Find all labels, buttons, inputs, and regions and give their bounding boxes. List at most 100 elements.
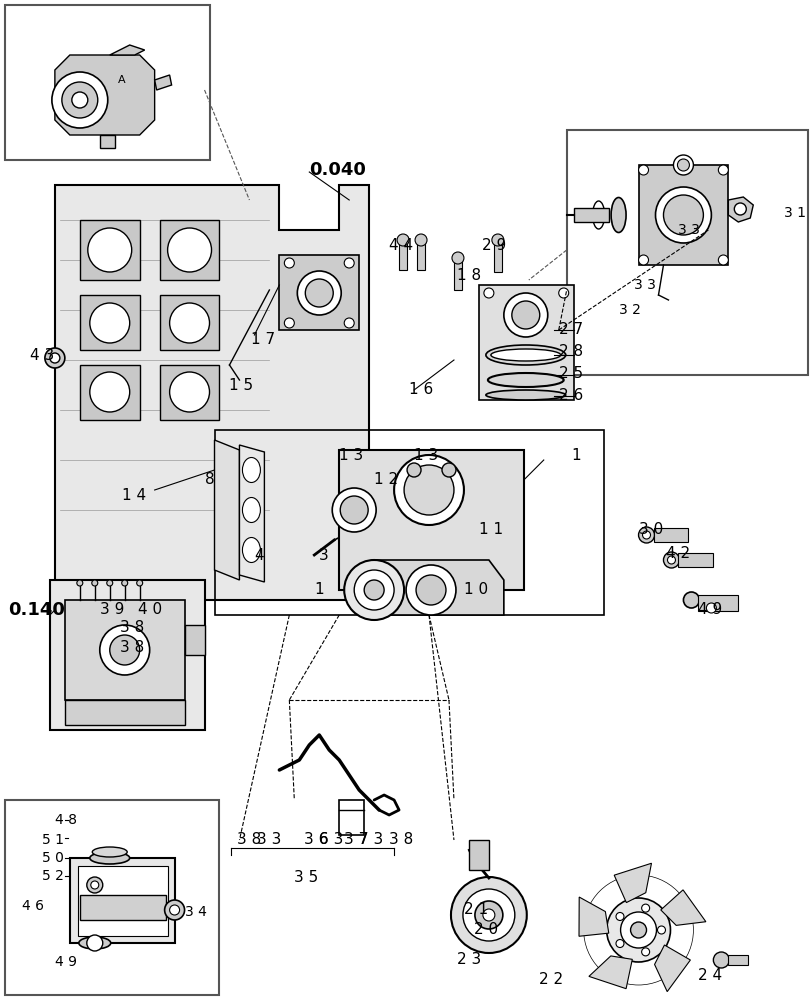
- Circle shape: [406, 565, 456, 615]
- Text: 2 6: 2 6: [558, 388, 582, 403]
- Ellipse shape: [611, 198, 625, 232]
- Circle shape: [641, 904, 649, 912]
- Text: 4 8: 4 8: [55, 813, 77, 827]
- Text: A: A: [118, 75, 126, 85]
- Circle shape: [169, 372, 209, 412]
- Text: 3: 3: [319, 548, 328, 562]
- Bar: [65, 700, 184, 725]
- Text: 2 5: 2 5: [558, 366, 582, 381]
- Circle shape: [340, 496, 367, 524]
- Bar: [653, 528, 688, 542]
- Circle shape: [676, 159, 689, 171]
- Circle shape: [657, 926, 665, 934]
- Bar: [79, 365, 139, 420]
- Text: 3 4: 3 4: [184, 905, 206, 919]
- Circle shape: [167, 228, 211, 272]
- Circle shape: [637, 527, 654, 543]
- Text: 7 3: 7 3: [358, 832, 383, 848]
- Circle shape: [62, 82, 97, 118]
- Text: 4: 4: [254, 548, 264, 562]
- Ellipse shape: [485, 390, 565, 400]
- Text: 2 3: 2 3: [457, 952, 481, 968]
- Circle shape: [397, 234, 409, 246]
- Bar: [566, 130, 807, 375]
- Bar: [339, 800, 363, 835]
- Circle shape: [706, 603, 715, 613]
- Bar: [279, 255, 358, 330]
- Text: 5 2: 5 2: [42, 869, 64, 883]
- Circle shape: [106, 580, 113, 586]
- Circle shape: [100, 625, 149, 675]
- Circle shape: [71, 92, 88, 108]
- Bar: [468, 840, 488, 870]
- Ellipse shape: [242, 497, 260, 522]
- Circle shape: [45, 348, 65, 368]
- Text: 2 9: 2 9: [481, 237, 505, 252]
- Circle shape: [642, 531, 650, 539]
- Bar: [453, 258, 461, 290]
- Bar: [78, 866, 167, 936]
- Polygon shape: [660, 890, 705, 925]
- Text: 5 1: 5 1: [42, 833, 64, 847]
- Circle shape: [667, 556, 675, 564]
- Text: 3 8: 3 8: [119, 641, 144, 656]
- Circle shape: [441, 463, 456, 477]
- Text: 1 2: 1 2: [374, 473, 397, 488]
- Ellipse shape: [242, 458, 260, 483]
- Bar: [214, 430, 603, 615]
- Polygon shape: [654, 945, 689, 992]
- Ellipse shape: [491, 349, 560, 361]
- Text: 1: 1: [314, 582, 324, 597]
- Bar: [79, 895, 165, 920]
- Circle shape: [414, 234, 427, 246]
- Circle shape: [363, 580, 384, 600]
- Text: 5 0: 5 0: [42, 851, 64, 865]
- Bar: [160, 295, 219, 350]
- Bar: [339, 450, 523, 590]
- Circle shape: [52, 72, 108, 128]
- Circle shape: [616, 912, 623, 920]
- Circle shape: [169, 303, 209, 343]
- Text: 3 8: 3 8: [119, 620, 144, 636]
- Circle shape: [90, 303, 130, 343]
- Bar: [678, 553, 713, 567]
- Circle shape: [450, 877, 526, 953]
- Bar: [697, 595, 737, 611]
- Text: 4 0: 4 0: [138, 602, 161, 617]
- Text: 1 3: 1 3: [414, 448, 438, 462]
- Text: 3 1: 3 1: [783, 206, 805, 220]
- Polygon shape: [727, 197, 753, 222]
- Circle shape: [406, 463, 421, 477]
- Circle shape: [91, 881, 99, 889]
- Circle shape: [474, 901, 502, 929]
- Circle shape: [90, 372, 130, 412]
- Ellipse shape: [487, 373, 563, 387]
- Text: 3 0: 3 0: [637, 522, 662, 538]
- Circle shape: [452, 252, 463, 264]
- Text: 2 8: 2 8: [558, 344, 582, 360]
- Text: 2 0: 2 0: [474, 922, 497, 938]
- Text: 3 2: 3 2: [618, 303, 640, 317]
- Text: 0.040: 0.040: [309, 161, 366, 179]
- Circle shape: [511, 301, 539, 329]
- Text: 3 9: 3 9: [100, 602, 124, 617]
- Circle shape: [558, 288, 568, 298]
- Ellipse shape: [79, 937, 110, 949]
- Circle shape: [483, 909, 494, 921]
- Circle shape: [630, 922, 646, 938]
- Text: 1: 1: [571, 448, 581, 462]
- Text: 1 6: 1 6: [409, 382, 433, 397]
- Polygon shape: [55, 55, 154, 135]
- Text: 3 6: 3 6: [304, 832, 328, 848]
- Polygon shape: [109, 45, 144, 55]
- Circle shape: [284, 258, 294, 268]
- Polygon shape: [239, 445, 264, 582]
- Circle shape: [663, 552, 679, 568]
- Circle shape: [404, 465, 453, 515]
- Bar: [70, 858, 174, 943]
- Circle shape: [122, 580, 127, 586]
- Circle shape: [713, 952, 728, 968]
- Ellipse shape: [485, 345, 565, 365]
- Text: 4 9: 4 9: [55, 955, 77, 969]
- Text: 3 8: 3 8: [237, 832, 261, 848]
